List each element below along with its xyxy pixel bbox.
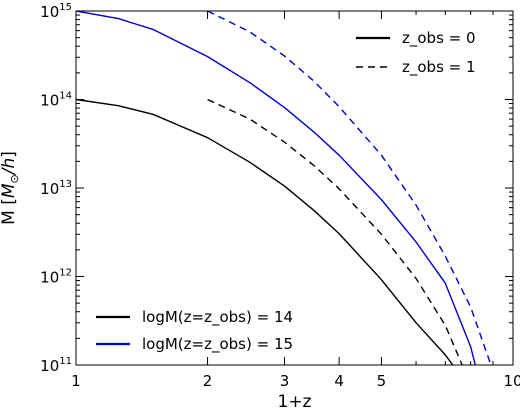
series-line-2 [207, 98, 463, 365]
legend-label: logM(z=z_obs) = 14 [142, 308, 293, 327]
x-tick-label: 2 [203, 372, 213, 390]
x-axis-label: 1+z [278, 392, 312, 412]
x-tick-label: 10 [503, 372, 520, 390]
legend-label: z_obs = 0 [402, 29, 476, 48]
curves-layer [76, 11, 492, 365]
x-tick-label: 4 [334, 372, 344, 390]
y-tick-labels: 1011 1012 1013 1014 1015 [40, 2, 72, 375]
series-line-3 [207, 11, 492, 365]
x-tick-labels: 1 2 3 4 5 10 [71, 372, 520, 390]
legend-top-right: z_obs = 0 z_obs = 1 [356, 29, 476, 77]
y-tick-label: 1011 [40, 356, 72, 375]
y-tick-label: 1014 [40, 91, 72, 110]
y-tick-label: 1013 [40, 179, 72, 198]
x-tick-label: 1 [71, 372, 81, 390]
series-line-0 [76, 98, 454, 365]
legend-label: z_obs = 1 [402, 58, 476, 77]
series-line-1 [76, 11, 476, 365]
axis-ticks [75, 10, 514, 366]
y-tick-label: 1015 [40, 2, 72, 21]
legend-bottom-left: logM(z=z_obs) = 14 logM(z=z_obs) = 15 [96, 308, 293, 354]
y-tick-label: 1012 [40, 268, 72, 287]
x-tick-label: 5 [377, 372, 387, 390]
x-tick-label: 3 [280, 372, 290, 390]
legend-label: logM(z=z_obs) = 15 [142, 335, 293, 354]
y-axis-label: M [M⊙/h] [0, 151, 21, 225]
